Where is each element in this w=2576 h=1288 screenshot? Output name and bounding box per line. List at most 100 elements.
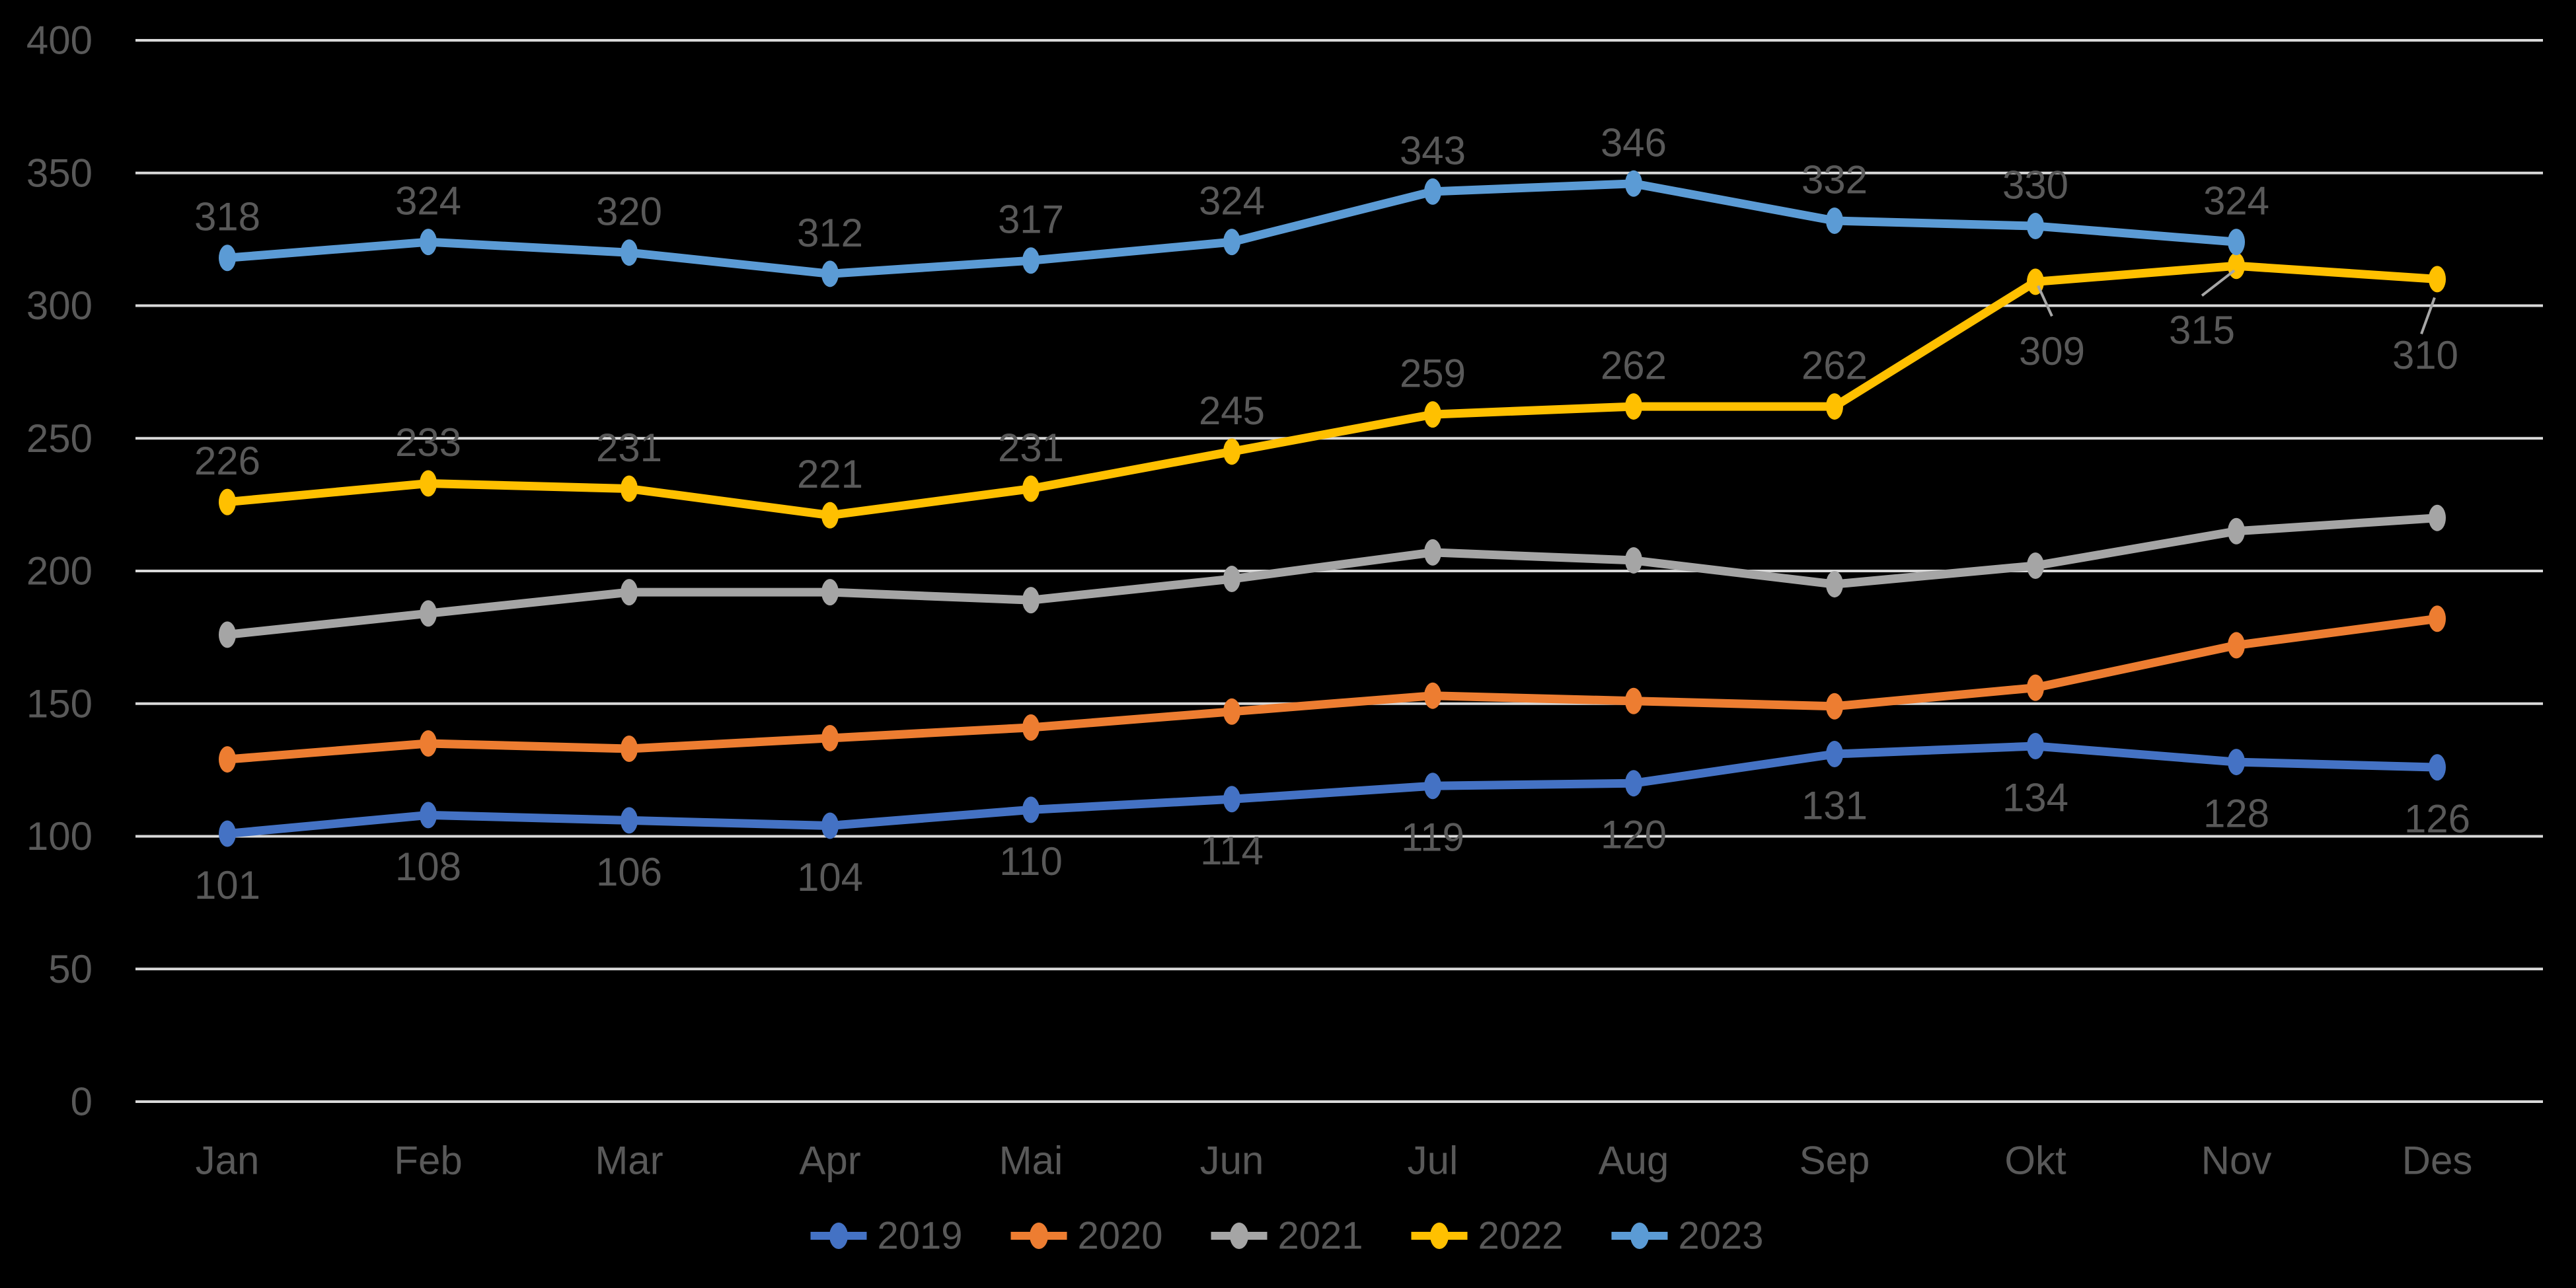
x-axis-label-Mai: Mai — [999, 1139, 1063, 1183]
series-2021-marker-Mai — [1022, 587, 1040, 614]
data-label-2022-Jul: 259 — [1400, 352, 1466, 396]
series-2022-marker-Sep — [1826, 393, 1843, 420]
series-2021-marker-Sep — [1826, 571, 1843, 598]
x-axis-label-Apr: Apr — [799, 1139, 860, 1183]
series-2019-marker-Jul — [1424, 773, 1441, 800]
y-axis-tick-label: 150 — [26, 681, 93, 726]
data-label-2022-Des: 310 — [2392, 333, 2458, 377]
y-axis-tick-label: 350 — [26, 151, 93, 195]
legend-item-2021: 2021 — [1211, 1215, 1363, 1258]
data-label-2022-Sep: 262 — [1801, 344, 1868, 388]
series-2021-marker-Okt — [2027, 552, 2044, 579]
series-2021-marker-Nov — [2228, 517, 2245, 545]
series-2021-marker-Aug — [1625, 547, 1642, 574]
series-2022-marker-Des — [2429, 266, 2446, 293]
data-label-leader-line — [2037, 285, 2053, 317]
series-2021-marker-Jul — [1424, 539, 1441, 566]
x-axis-label-Des: Des — [2402, 1139, 2473, 1183]
series-2023-marker-Jul — [1424, 178, 1441, 205]
series-2020-marker-Nov — [2228, 632, 2245, 659]
legend-label: 2022 — [1478, 1215, 1564, 1258]
data-label-2023-Mar: 320 — [596, 190, 662, 234]
series-2020-marker-Sep — [1826, 693, 1843, 720]
y-axis-tick-label: 200 — [26, 549, 93, 593]
data-label-2022-Jun: 245 — [1199, 389, 1265, 433]
legend-item-2019: 2019 — [810, 1215, 963, 1258]
x-axis-label-Nov: Nov — [2201, 1139, 2272, 1183]
series-2023-marker-Nov — [2228, 229, 2245, 256]
data-label-2023-Feb: 324 — [395, 179, 461, 223]
data-label-2023-Jul: 343 — [1400, 128, 1466, 172]
series-2022-marker-Feb — [420, 470, 437, 497]
legend-point-marker — [1430, 1223, 1449, 1249]
series-2020-marker-Okt — [2027, 674, 2044, 701]
data-label-leader-line — [2201, 269, 2236, 297]
legend-item-2020: 2020 — [1010, 1215, 1163, 1258]
series-2019-marker-Jun — [1223, 786, 1240, 813]
x-axis-label-Jun: Jun — [1200, 1139, 1264, 1183]
series-2020-marker-Des — [2429, 605, 2446, 632]
x-axis-label-Jan: Jan — [196, 1139, 260, 1183]
data-label-2022-Mar: 231 — [596, 426, 662, 470]
y-axis-tick-label: 0 — [71, 1080, 93, 1124]
data-label-2023-Mai: 317 — [998, 198, 1064, 242]
series-2020-line — [223, 614, 2442, 764]
x-axis-label-Jul: Jul — [1408, 1139, 1458, 1183]
series-2021-marker-Mar — [621, 579, 638, 606]
x-axis-label-Aug: Aug — [1599, 1139, 1669, 1183]
series-2023-marker-Mai — [1022, 247, 1040, 274]
y-axis-tick-label: 250 — [26, 416, 93, 461]
x-axis-label-Okt: Okt — [2004, 1139, 2066, 1183]
data-label-2022-Mai: 231 — [998, 426, 1064, 470]
series-2021-marker-Feb — [420, 600, 437, 627]
data-label-2023-Okt: 330 — [2002, 163, 2068, 208]
data-label-2023-Nov: 324 — [2203, 179, 2269, 223]
series-2020-marker-Mai — [1022, 714, 1040, 741]
legend-point-marker — [1630, 1223, 1649, 1249]
series-2022-marker-Aug — [1625, 393, 1642, 420]
series-2022-marker-Mar — [621, 475, 638, 502]
y-axis-tick-label: 400 — [26, 19, 93, 63]
series-2019-marker-Mai — [1022, 796, 1040, 823]
legend-label: 2021 — [1278, 1215, 1363, 1258]
x-axis-label-Feb: Feb — [394, 1139, 462, 1183]
x-axis-label-Sep: Sep — [1799, 1139, 1870, 1183]
series-2019-marker-Nov — [2228, 749, 2245, 776]
data-label-2022-Aug: 262 — [1601, 344, 1667, 388]
series-2020-marker-Feb — [420, 730, 437, 757]
data-label-2019-Aug: 120 — [1601, 813, 1667, 857]
data-label-2019-Sep: 131 — [1801, 784, 1868, 828]
y-axis-tick-label: 50 — [48, 947, 93, 991]
series-2021-marker-Apr — [821, 579, 839, 606]
x-axis-label-Mar: Mar — [595, 1139, 663, 1183]
series-2022-marker-Mai — [1022, 475, 1040, 502]
data-label-2022-Feb: 233 — [395, 420, 461, 465]
series-2023-marker-Mar — [621, 239, 638, 266]
y-axis-tick-label: 100 — [26, 814, 93, 858]
series-2019-marker-Feb — [420, 802, 437, 829]
series-2023-marker-Apr — [821, 260, 839, 287]
series-2019-marker-Okt — [2027, 732, 2044, 759]
series-2021-marker-Jun — [1223, 566, 1240, 593]
series-2019-marker-Aug — [1625, 770, 1642, 797]
legend-point-marker — [1230, 1223, 1248, 1249]
series-2023-marker-Okt — [2027, 213, 2044, 240]
series-2022-marker-Jul — [1424, 401, 1441, 428]
series-2020-marker-Aug — [1625, 687, 1642, 714]
series-2019-marker-Apr — [821, 812, 839, 839]
series-2020-marker-Apr — [821, 724, 839, 751]
data-label-2019-Okt: 134 — [2002, 775, 2068, 819]
data-label-leader-line — [2420, 297, 2436, 335]
data-label-2019-Jun: 114 — [1200, 829, 1264, 873]
series-2019-marker-Jan — [219, 820, 236, 847]
data-label-2022-Jan: 226 — [194, 439, 260, 483]
data-label-2019-Feb: 108 — [395, 845, 461, 889]
series-2019-marker-Sep — [1826, 741, 1843, 768]
series-2020-marker-Mar — [621, 736, 638, 763]
data-label-2019-Nov: 128 — [2203, 792, 2269, 836]
legend-label: 2023 — [1679, 1215, 1764, 1258]
legend-point-marker — [829, 1223, 848, 1249]
series-2022-marker-Jan — [219, 488, 236, 515]
data-label-2023-Jan: 318 — [194, 195, 260, 239]
